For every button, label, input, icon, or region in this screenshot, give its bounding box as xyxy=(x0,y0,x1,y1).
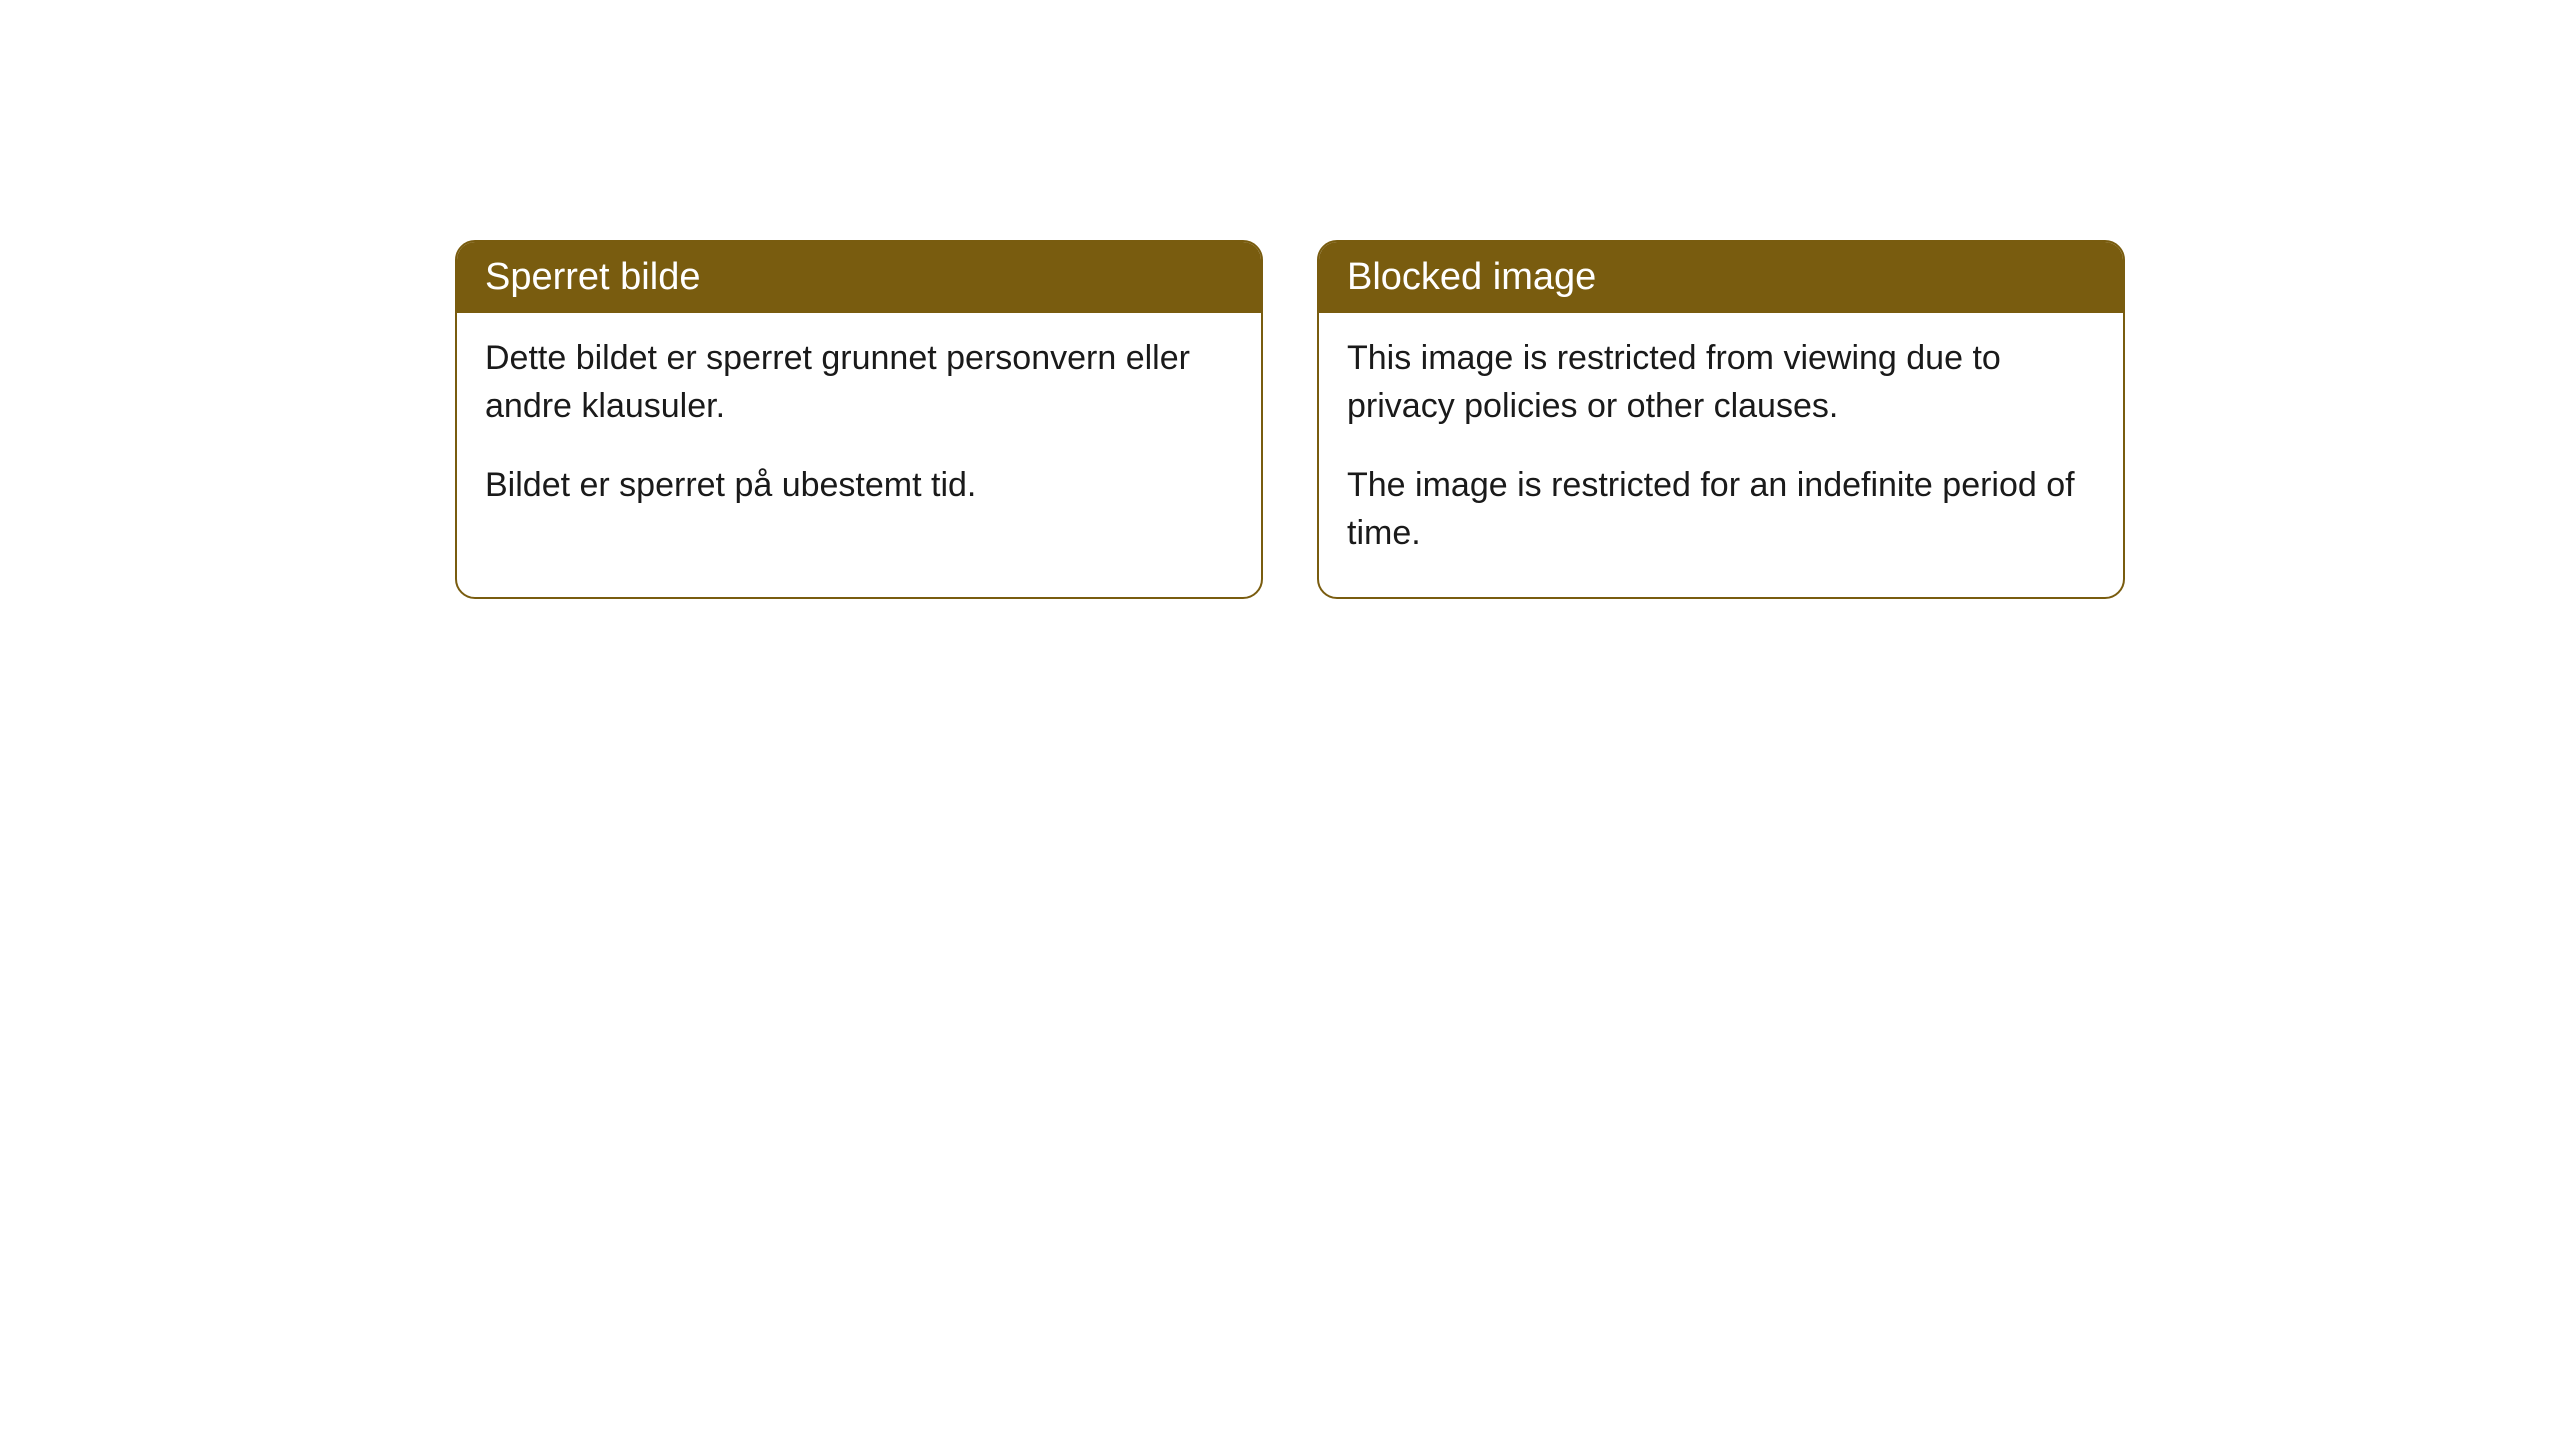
card-header-english: Blocked image xyxy=(1319,242,2123,313)
blocked-image-card-norwegian: Sperret bilde Dette bildet er sperret gr… xyxy=(455,240,1263,599)
card-paragraph-2: The image is restricted for an indefinit… xyxy=(1347,462,2095,557)
card-body-norwegian: Dette bildet er sperret grunnet personve… xyxy=(457,313,1261,550)
card-paragraph-1: Dette bildet er sperret grunnet personve… xyxy=(485,335,1233,430)
card-title: Sperret bilde xyxy=(485,256,700,298)
notice-cards-container: Sperret bilde Dette bildet er sperret gr… xyxy=(455,240,2125,599)
card-paragraph-1: This image is restricted from viewing du… xyxy=(1347,335,2095,430)
blocked-image-card-english: Blocked image This image is restricted f… xyxy=(1317,240,2125,599)
card-header-norwegian: Sperret bilde xyxy=(457,242,1261,313)
card-title: Blocked image xyxy=(1347,256,1596,298)
card-body-english: This image is restricted from viewing du… xyxy=(1319,313,2123,597)
card-paragraph-2: Bildet er sperret på ubestemt tid. xyxy=(485,462,1233,510)
